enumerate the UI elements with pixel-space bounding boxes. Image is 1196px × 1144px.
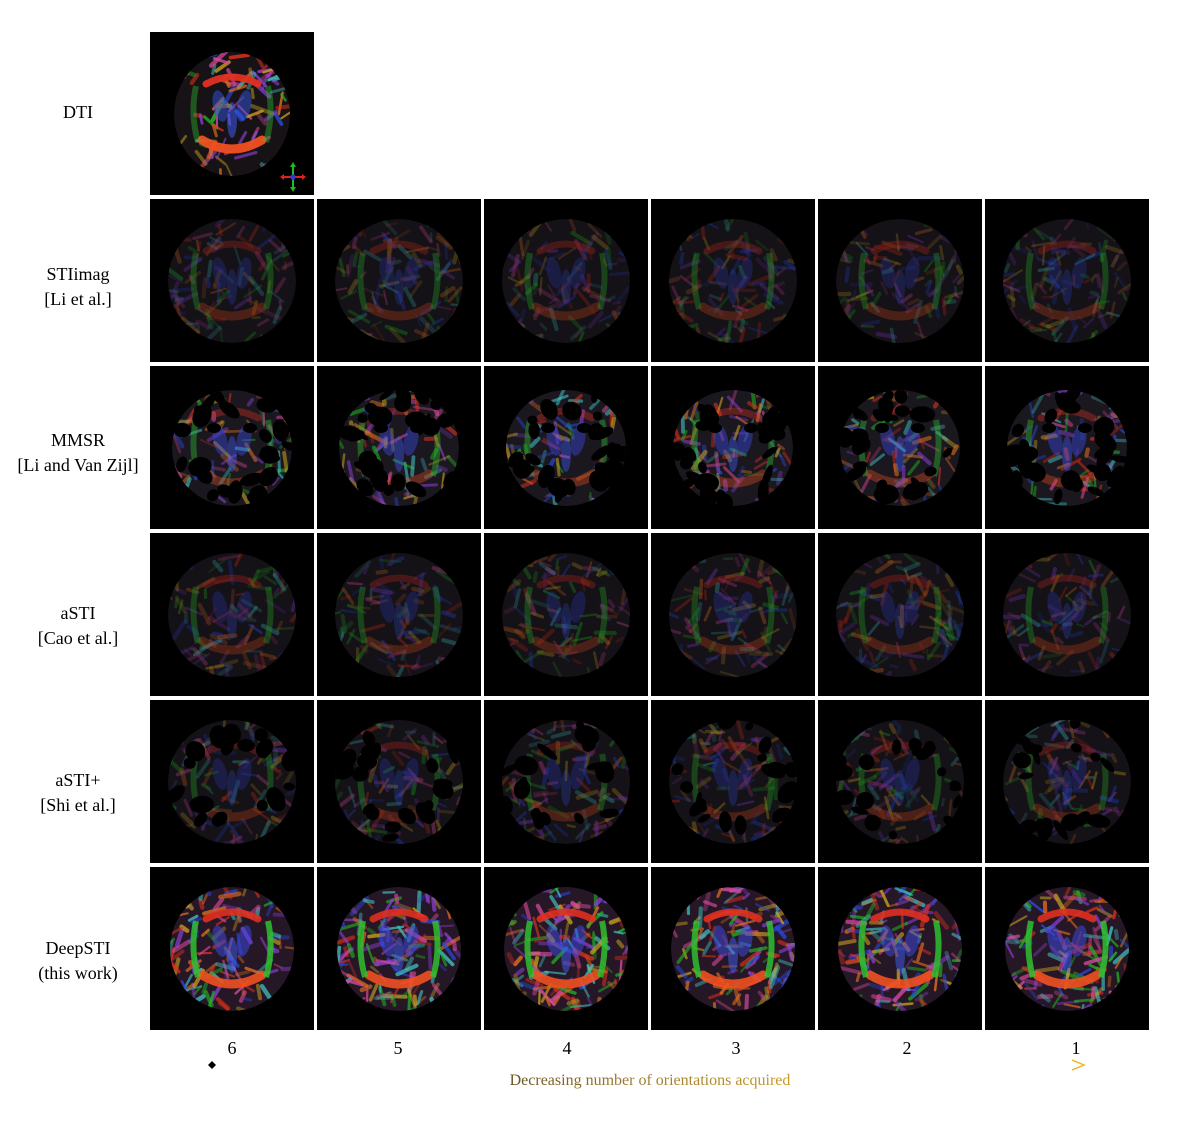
column-label-6: 6 (227, 1038, 237, 1058)
brain-map-tile (985, 700, 1149, 863)
row-label-dti: DTI (0, 100, 156, 125)
brain-map-image (337, 887, 461, 1011)
brain-map-image (168, 219, 296, 343)
row-label-mmsr: MMSR [Li and Van Zijl] (0, 428, 156, 478)
brain-map-image (335, 553, 463, 677)
brain-map-tile (818, 533, 982, 696)
row-label-line: DTI (63, 102, 93, 122)
column-label-1: 1 (1071, 1038, 1081, 1058)
row-label-line: [Shi et al.] (40, 795, 116, 815)
brain-map-tile (484, 867, 648, 1030)
brain-map-image (836, 720, 964, 844)
brain-map-tile (484, 700, 648, 863)
orientation-legend-icon (280, 162, 306, 192)
brain-map-tile (150, 867, 314, 1030)
brain-map-tile (317, 700, 481, 863)
row-label-line: STIimag (46, 264, 110, 284)
row-label-stiimag: STIimag [Li et al.] (0, 262, 156, 312)
brain-map-tile (150, 32, 314, 195)
brain-map-tile (150, 700, 314, 863)
column-label-5: 5 (393, 1038, 403, 1058)
brain-map-tile (317, 199, 481, 362)
brain-map-image (170, 887, 294, 1011)
brain-map-tile (317, 366, 481, 529)
brain-map-image (840, 390, 960, 506)
brain-map-image (502, 720, 630, 844)
brain-map-tile (651, 199, 815, 362)
column-label-2: 2 (902, 1038, 912, 1058)
row-label-deepsti: DeepSTI (this work) (0, 936, 156, 986)
brain-map-image (669, 720, 797, 844)
brain-map-tile (150, 366, 314, 529)
brain-map-tile (484, 533, 648, 696)
brain-map-image (335, 720, 463, 844)
brain-map-tile (150, 199, 314, 362)
axis-arrowhead (1071, 1059, 1086, 1071)
brain-map-image (506, 390, 626, 506)
brain-map-image (1003, 219, 1131, 343)
brain-map-image (669, 553, 797, 677)
brain-map-tile (317, 533, 481, 696)
brain-map-image (673, 390, 793, 506)
brain-map-tile (985, 867, 1149, 1030)
brain-map-tile (818, 199, 982, 362)
row-label-line: [Li and Van Zijl] (17, 455, 139, 475)
brain-map-tile (651, 700, 815, 863)
brain-map-tile (317, 867, 481, 1030)
brain-map-tile (985, 199, 1149, 362)
row-label-asti: aSTI [Cao et al.] (0, 601, 156, 651)
row-label-line: aSTI+ (55, 770, 101, 790)
brain-map-image (502, 219, 630, 343)
row-label-line: MMSR (50, 430, 106, 450)
brain-map-tile (651, 867, 815, 1030)
brain-map-image (502, 553, 630, 677)
brain-map-tile (150, 533, 314, 696)
brain-map-image (172, 390, 292, 506)
brain-map-image (671, 887, 795, 1011)
brain-map-image (504, 887, 628, 1011)
column-label-3: 3 (731, 1038, 741, 1058)
brain-map-tile (818, 700, 982, 863)
row-label-line: DeepSTI (45, 938, 111, 958)
brain-map-image (335, 219, 463, 343)
row-label-line: aSTI (60, 603, 96, 623)
axis-caption: Decreasing number of orientations acquir… (400, 1071, 900, 1091)
brain-map-image (339, 390, 459, 506)
row-label-line: [Cao et al.] (37, 628, 119, 648)
brain-map-image (836, 219, 964, 343)
brain-map-tile (484, 199, 648, 362)
brain-map-tile (651, 366, 815, 529)
brain-map-tile (985, 366, 1149, 529)
brain-map-tile (818, 867, 982, 1030)
orientation-axis-arrow (208, 1059, 1086, 1071)
brain-map-image (1003, 720, 1131, 844)
brain-map-tile (985, 533, 1149, 696)
brain-map-image (168, 553, 296, 677)
brain-map-image (174, 52, 306, 192)
brain-map-image (836, 553, 964, 677)
brain-map-image (1005, 887, 1129, 1011)
brain-map-image (1003, 553, 1131, 677)
brain-map-image (669, 219, 797, 343)
brain-map-image (1007, 390, 1127, 506)
brain-map-tile (818, 366, 982, 529)
brain-map-image (838, 887, 962, 1011)
row-label-astiplus: aSTI+ [Shi et al.] (0, 768, 156, 818)
row-label-line: [Li et al.] (44, 289, 112, 309)
column-label-4: 4 (562, 1038, 572, 1058)
brain-map-tile (484, 366, 648, 529)
brain-map-image (168, 720, 296, 844)
brain-map-tile (651, 533, 815, 696)
row-label-line: (this work) (38, 963, 118, 983)
